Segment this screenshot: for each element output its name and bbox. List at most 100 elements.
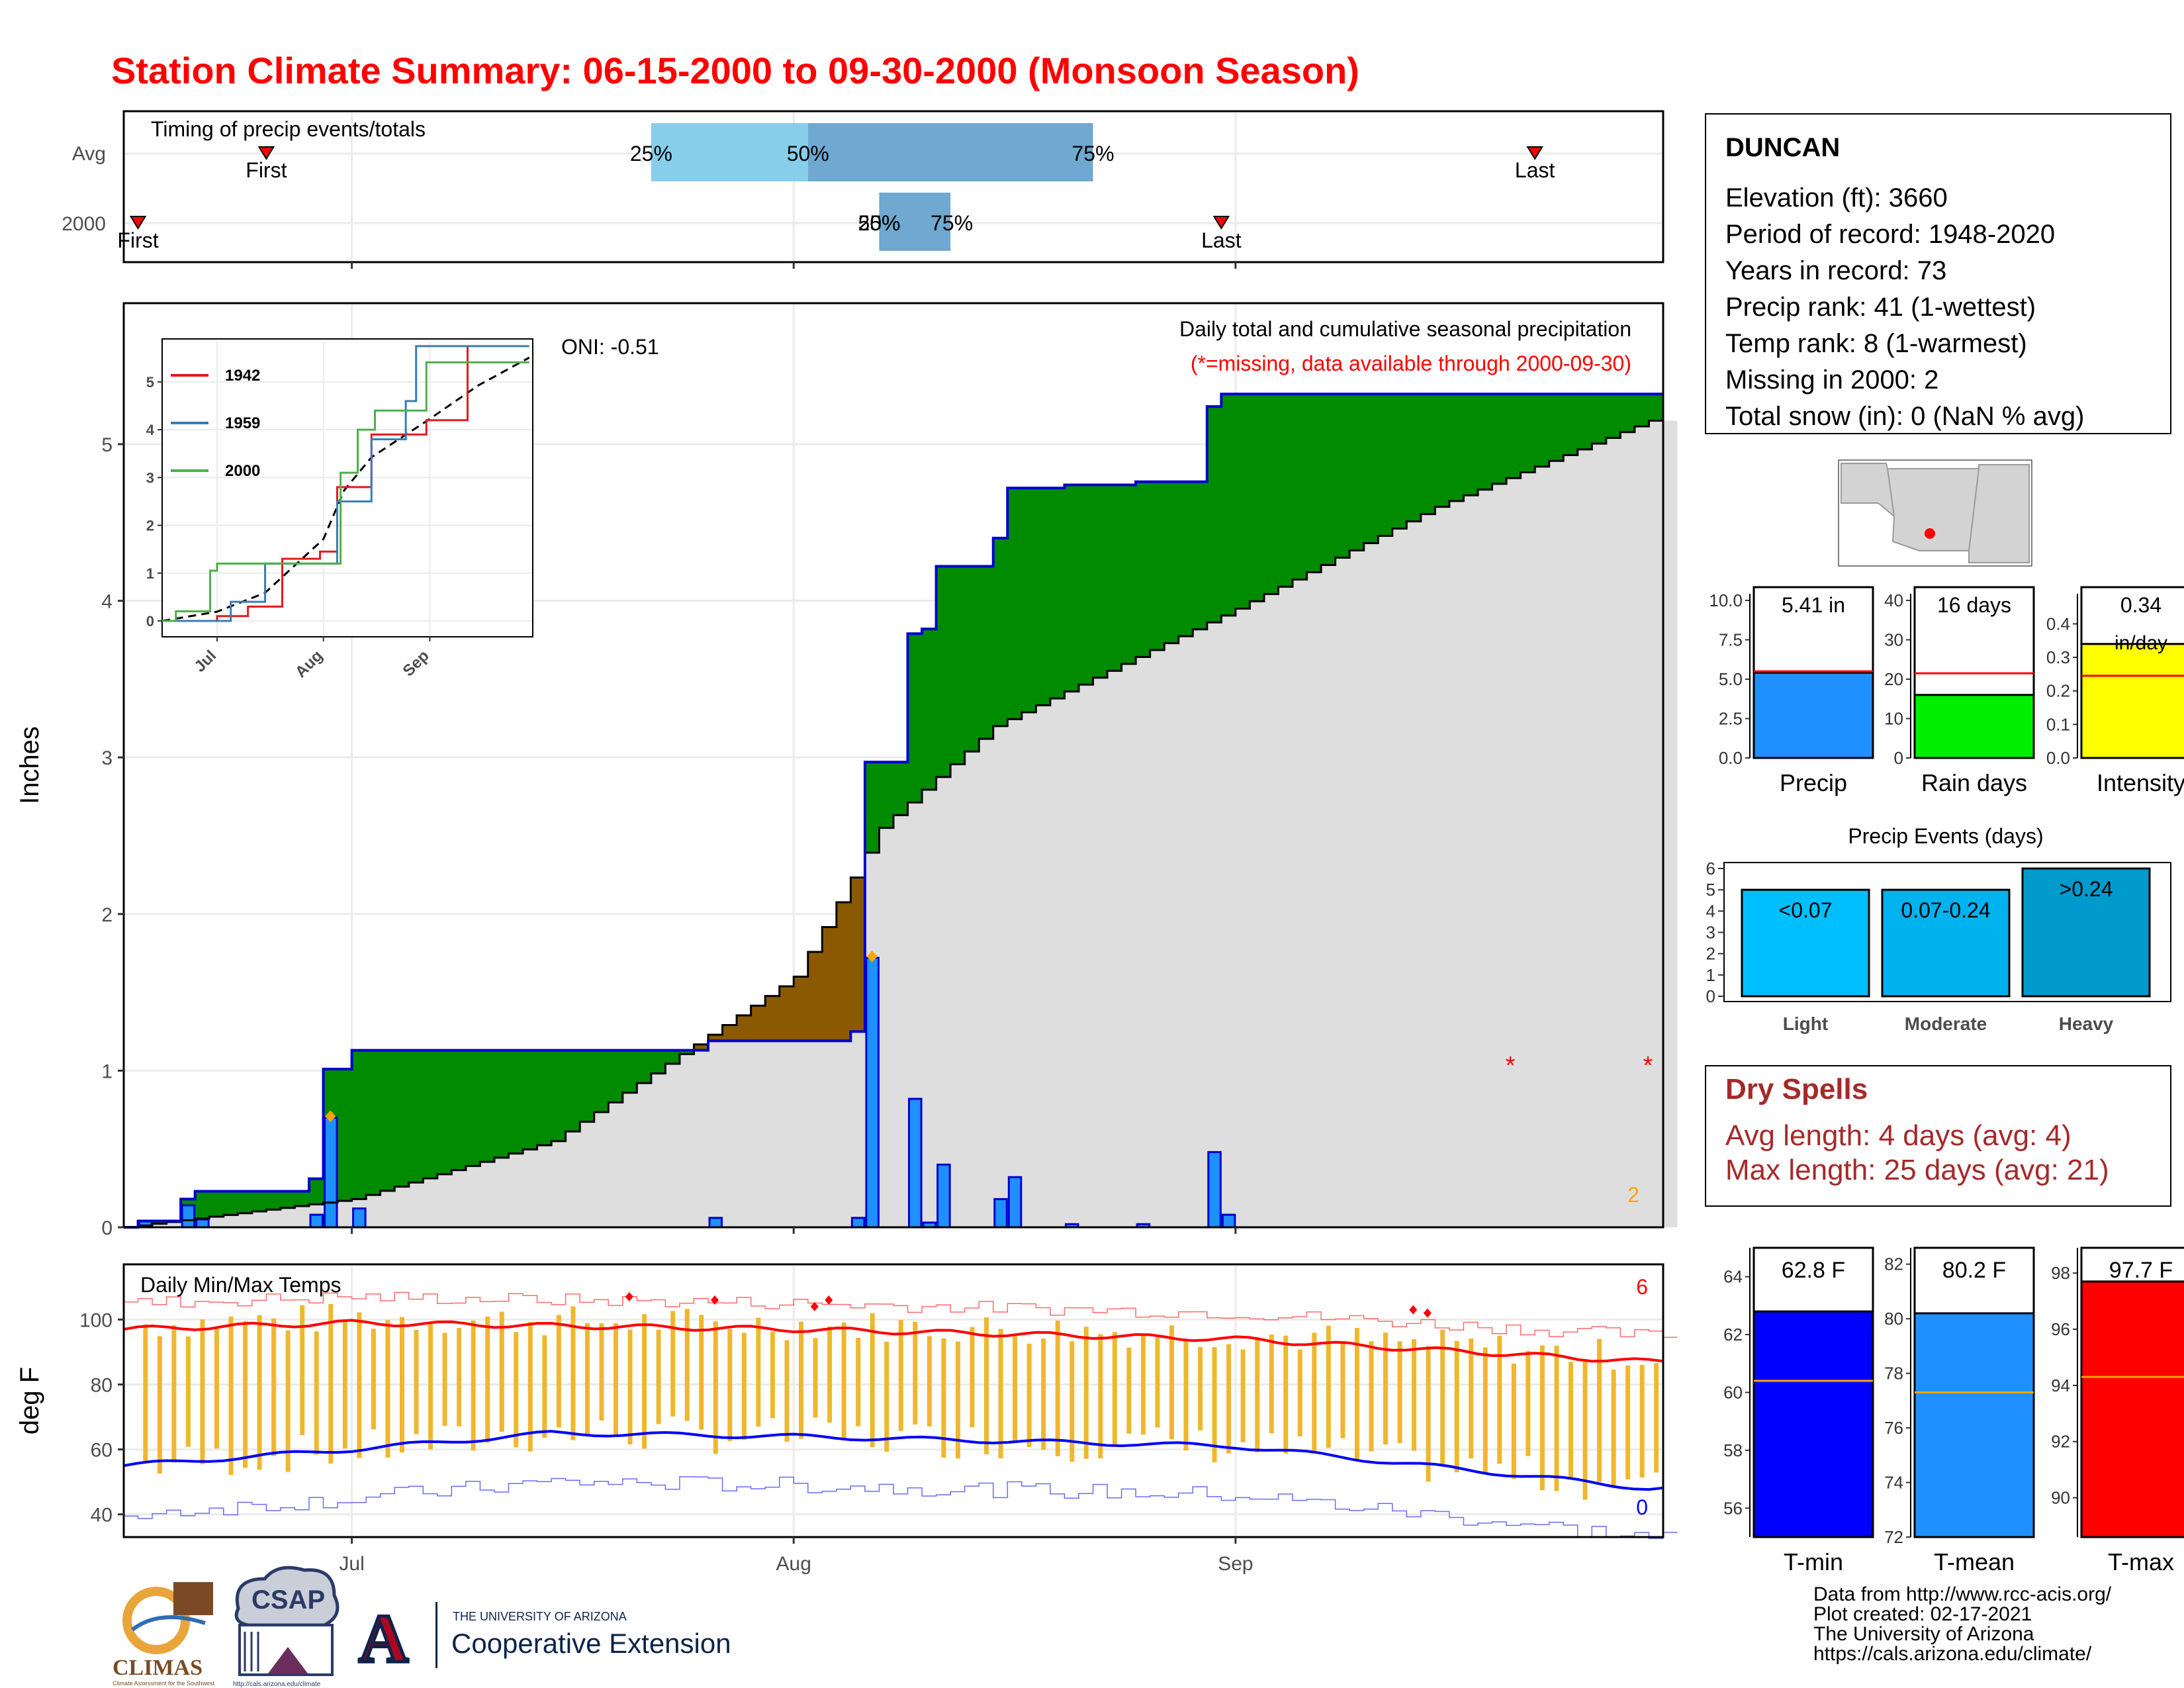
above-average-fill xyxy=(1392,394,1407,529)
daily-temp-range-bar xyxy=(228,1316,234,1476)
station-location-dot xyxy=(1925,528,1935,539)
daily-precip-bar xyxy=(993,1197,1008,1229)
credit-url: https://cals.arizona.edu/climate/ xyxy=(1813,1643,2092,1665)
station-temp-rank: Temp rank: 8 (1-warmest) xyxy=(1725,329,2027,358)
daily-temp-range-bar xyxy=(884,1341,889,1452)
record-high-marker xyxy=(711,1295,719,1305)
inset-y-tick: 5 xyxy=(146,374,154,391)
daily-temp-range-bar xyxy=(143,1324,148,1462)
events-y-tick: 4 xyxy=(1706,901,1715,921)
above-average-fill xyxy=(308,1178,324,1205)
above-average-fill xyxy=(1235,394,1251,609)
daily-temp-range-bar xyxy=(614,1323,619,1436)
missing-note: (*=missing, data available through 2000-… xyxy=(1191,352,1631,375)
above-average-fill xyxy=(922,629,937,790)
intensity-y-tick: 0.4 xyxy=(2046,614,2070,633)
station-years: Years in record: 73 xyxy=(1725,256,1946,285)
daily-precip-bar xyxy=(908,1098,923,1229)
above-average-fill xyxy=(1306,394,1322,573)
avg-pct50-label: 50% xyxy=(787,142,829,165)
daily-temp-range-bar xyxy=(200,1319,205,1464)
events-category-label: Moderate xyxy=(1905,1013,1987,1034)
daily-temp-range-bar xyxy=(442,1333,447,1426)
tmax-value: 97.7 F xyxy=(2109,1258,2173,1283)
intensity-stat-panel: 0.4 0.3 0.2 0.1 0.0 0.34 in/day Intensity xyxy=(2046,586,2184,796)
above-average-fill xyxy=(1492,394,1507,484)
timing-title: Timing of precip events/totals xyxy=(151,117,426,141)
climas-tagline: Climate Assessment for the Southwest xyxy=(113,1680,215,1687)
daily-temp-range-bar xyxy=(171,1325,177,1463)
precip-y-tick: 1 xyxy=(101,1060,113,1082)
tmin-y-tick: 64 xyxy=(1723,1267,1743,1287)
tmax-y-tick: 98 xyxy=(2051,1263,2070,1283)
above-average-fill xyxy=(1293,394,1308,580)
above-average-fill xyxy=(338,1069,353,1201)
above-average-fill xyxy=(1221,394,1236,616)
avg-max-temp-line xyxy=(123,1319,1664,1363)
events-y-tick: 0 xyxy=(1706,986,1715,1006)
climas-wordmark: CLIMAS xyxy=(113,1656,203,1680)
raindays-y-tick: 20 xyxy=(1884,669,1903,689)
events-category-label: Heavy xyxy=(2059,1013,2114,1034)
daily-temp-range-bar xyxy=(1255,1336,1260,1453)
daily-temp-range-bar xyxy=(1354,1327,1359,1462)
above-average-fill xyxy=(494,1050,510,1158)
daily-temp-range-bar xyxy=(1326,1325,1331,1448)
avg-last-marker xyxy=(1526,146,1543,160)
above-average-fill xyxy=(195,1191,210,1219)
above-average-fill xyxy=(351,1050,367,1199)
daily-temp-range-bar xyxy=(157,1336,162,1474)
events-bar-heavy xyxy=(2021,867,2151,998)
daily-temp-range-bar xyxy=(1140,1333,1146,1435)
credit-university: The University of Arizona xyxy=(1813,1623,2034,1645)
below-average-fill xyxy=(708,1035,723,1041)
precip-stat-panel: 10.0 7.5 5.0 2.5 0.0 5.41 in Precip xyxy=(1709,586,1874,796)
precip-bar xyxy=(1752,671,1874,759)
y2000-quartile-bar xyxy=(879,193,951,251)
daily-temp-range-bar xyxy=(870,1313,875,1448)
events-bar-label: 0.07-0.24 xyxy=(1901,898,1990,922)
timing-row-2000: 2000 xyxy=(62,213,106,235)
y2000-pct50-label: 50% xyxy=(858,211,900,235)
above-average-fill xyxy=(238,1191,253,1213)
inset-y-tick: 2 xyxy=(146,518,154,534)
above-average-fill xyxy=(1563,394,1578,455)
daily-temp-range-bar xyxy=(799,1321,804,1439)
y2000-last-label: Last xyxy=(1201,228,1242,252)
daily-precip-bar xyxy=(936,1163,951,1229)
intensity-value: 0.34 xyxy=(2120,593,2161,617)
daily-precip-bar xyxy=(1007,1176,1023,1229)
inset-y-tick: 0 xyxy=(146,613,154,630)
station-info-box: DUNCAN Elevation (ft): 3660 Period of re… xyxy=(1705,113,2171,434)
avg-quartile-bar-lower xyxy=(651,123,808,181)
daily-precip-bar xyxy=(850,1217,866,1229)
daily-temp-range-bar xyxy=(1554,1345,1559,1491)
daily-temp-range-bar xyxy=(214,1329,219,1449)
dry-spells-avg: Avg length: 4 days (avg: 4) xyxy=(1725,1119,2071,1152)
above-average-fill xyxy=(451,1050,467,1170)
daily-temp-range-bar xyxy=(656,1329,661,1425)
daily-temp-range-bar xyxy=(998,1329,1003,1458)
precip-y-tick: 3 xyxy=(101,747,113,769)
above-average-fill xyxy=(1107,485,1122,671)
daily-temp-range-bar xyxy=(841,1322,846,1439)
above-average-fill xyxy=(580,1050,595,1122)
precip-y-tick: 2.5 xyxy=(1719,709,1743,729)
timing-row-avg: Avg xyxy=(72,143,106,165)
daily-temp-range-bar xyxy=(1383,1333,1388,1445)
precip-y-tick: 10.0 xyxy=(1709,590,1743,610)
events-y-tick: 5 xyxy=(1706,880,1715,900)
tmean-stat-panel: 82 80 78 76 74 72 80.2 F T-mean xyxy=(1884,1246,2035,1575)
record-high-count: 6 xyxy=(1636,1275,1648,1299)
missing-count: 2 xyxy=(1627,1183,1639,1207)
intensity-bar xyxy=(2080,643,2184,759)
above-average-fill xyxy=(1634,394,1650,427)
dry-spells-max: Max length: 25 days (avg: 21) xyxy=(1725,1154,2109,1186)
daily-temp-range-bar xyxy=(770,1331,775,1419)
raindays-y-tick: 10 xyxy=(1884,709,1903,729)
ua-block-a: A xyxy=(359,1601,408,1677)
precip-y-tick: 0 xyxy=(101,1217,113,1239)
raindays-label: Rain days xyxy=(1921,769,2027,796)
daily-temp-range-bar xyxy=(827,1326,833,1423)
daily-temp-range-bar xyxy=(1169,1325,1174,1440)
